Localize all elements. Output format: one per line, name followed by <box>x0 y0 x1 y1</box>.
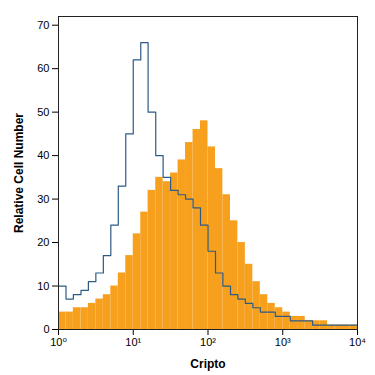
svg-text:40: 40 <box>37 149 49 161</box>
svg-text:Cripto: Cripto <box>190 357 225 371</box>
svg-text:10: 10 <box>37 280 49 292</box>
svg-text:0: 0 <box>43 323 49 335</box>
svg-text:30: 30 <box>37 193 49 205</box>
svg-text:20: 20 <box>37 236 49 248</box>
svg-text:50: 50 <box>37 106 49 118</box>
svg-text:Relative Cell Number: Relative Cell Number <box>12 113 26 233</box>
svg-text:10³: 10³ <box>275 336 291 348</box>
svg-text:10⁰: 10⁰ <box>50 336 67 348</box>
svg-text:10¹: 10¹ <box>125 336 141 348</box>
svg-text:10⁴: 10⁴ <box>349 336 366 348</box>
svg-text:60: 60 <box>37 62 49 74</box>
svg-text:70: 70 <box>37 19 49 31</box>
svg-text:10²: 10² <box>200 336 216 348</box>
